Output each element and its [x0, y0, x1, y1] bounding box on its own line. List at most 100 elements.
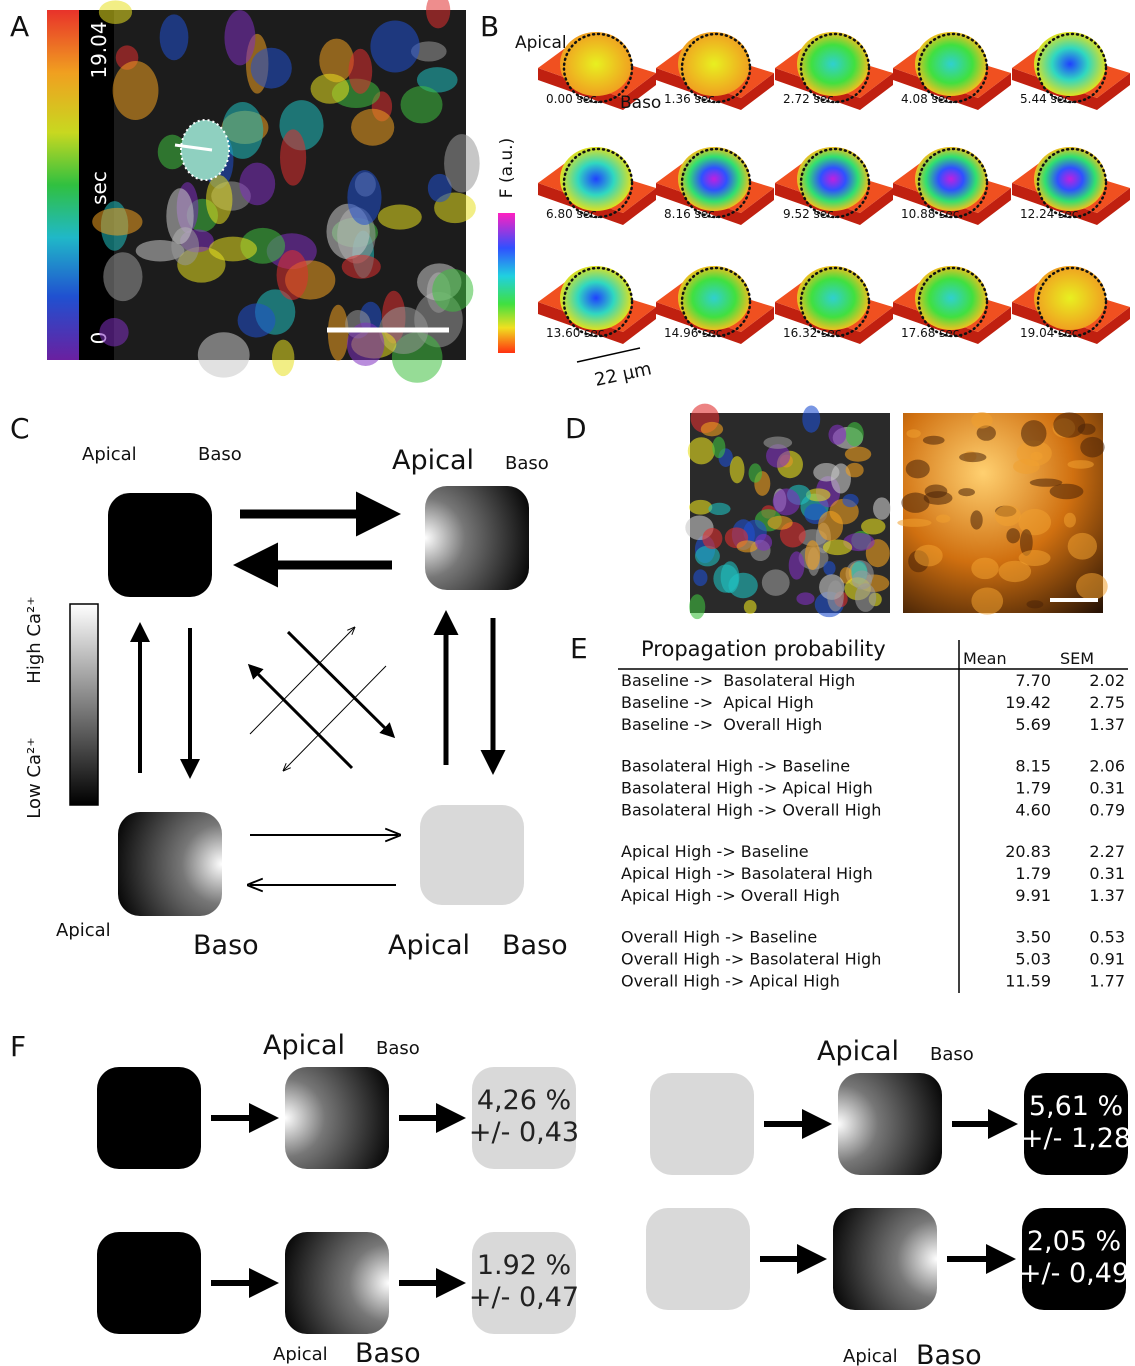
result-error: +/- 1,28	[1021, 1123, 1131, 1154]
sem-cell: 2.06	[1089, 757, 1125, 776]
cell	[688, 437, 715, 464]
cell	[823, 540, 852, 556]
result-value: 1.92 %	[477, 1250, 571, 1281]
apical-label: Apical	[515, 33, 567, 53]
cell	[370, 20, 419, 72]
row-label: Apical High -> Baseline	[621, 842, 809, 861]
state-overall-high	[420, 805, 524, 905]
cell	[1030, 452, 1042, 461]
cell	[813, 463, 839, 481]
arrow	[284, 666, 386, 770]
cell	[239, 163, 275, 206]
baso-label: Baso	[355, 1338, 421, 1366]
sem-cell: 0.79	[1089, 801, 1125, 820]
panel-label: C	[10, 412, 30, 445]
table-body: Baseline -> Basolateral High7.702.02Base…	[621, 671, 1125, 991]
cell	[906, 460, 930, 479]
cell	[823, 561, 835, 575]
cell	[1030, 478, 1063, 486]
cell	[198, 332, 250, 377]
time-label: 0.00 sec.	[546, 92, 601, 106]
intensity-colorbar	[498, 213, 515, 353]
cell	[1064, 513, 1076, 528]
sem-cell: 0.31	[1089, 864, 1125, 883]
high-label: High Ca²⁺	[24, 596, 45, 683]
cell	[925, 484, 948, 498]
panel-label: E	[570, 632, 588, 665]
row-label: Baseline -> Basolateral High	[621, 671, 855, 690]
cell	[99, 0, 132, 24]
cell	[280, 129, 306, 185]
cell	[762, 569, 790, 596]
result-error: +/- 0,47	[469, 1282, 579, 1313]
mean-cell: 7.70	[1015, 671, 1051, 690]
sem-cell: 0.31	[1089, 779, 1125, 798]
state-box	[285, 1232, 389, 1334]
cell	[818, 511, 843, 541]
scale-label: 22 µm	[593, 358, 654, 391]
baso-label: Baso	[916, 1340, 982, 1366]
cell	[347, 170, 381, 225]
cell	[755, 534, 772, 551]
cell	[92, 208, 142, 236]
time-label: 9.52 sec.	[783, 207, 838, 221]
row-label: Basolateral High -> Apical High	[621, 779, 873, 798]
cell	[113, 61, 159, 120]
mean-cell: 5.69	[1015, 715, 1051, 734]
apical-label: Apical	[817, 1036, 899, 1067]
time-label: 4.08 sec.	[901, 92, 956, 106]
cell	[846, 463, 864, 477]
cell	[971, 558, 998, 580]
time-label: 16.32 sec.	[783, 326, 845, 340]
microscopy-image	[685, 404, 890, 620]
apical-label: Apical	[56, 920, 111, 941]
apical-label: Apical	[263, 1030, 345, 1061]
mean-cell: 3.50	[1015, 928, 1051, 947]
cell	[342, 255, 381, 279]
row-label: Apical High -> Basolateral High	[621, 864, 873, 883]
time-label: 5.44 sec.	[1020, 92, 1075, 106]
row-label: Basolateral High -> Baseline	[621, 757, 850, 776]
cell	[730, 456, 745, 483]
row-label: Overall High -> Apical High	[621, 972, 840, 991]
cell	[906, 429, 920, 438]
time-label: 8.16 sec.	[664, 207, 719, 221]
mean-cell: 19.42	[1005, 693, 1051, 712]
cell	[1053, 412, 1085, 437]
cell	[845, 447, 871, 462]
cell	[805, 540, 820, 570]
row-label: Overall High -> Basolateral High	[621, 950, 881, 969]
cell	[861, 519, 885, 535]
baso-label: Baso	[505, 453, 549, 474]
apical-label: Apical	[843, 1346, 898, 1366]
apical-label: Apical	[388, 930, 470, 961]
time-label: 1.36 sec.	[664, 92, 719, 106]
cell	[901, 493, 929, 513]
apical-label: Apical	[82, 444, 137, 465]
scale-bar	[577, 348, 640, 362]
cell	[160, 14, 189, 60]
time-label: 19.04 sec.	[1020, 326, 1082, 340]
cell	[348, 49, 372, 94]
time-label: 12.24 sec.	[1020, 207, 1082, 221]
cell	[796, 592, 814, 605]
panel-label: B	[480, 10, 499, 43]
panel-label: A	[10, 10, 29, 43]
cell	[238, 303, 276, 337]
state-box	[97, 1067, 201, 1169]
mean-cell: 9.91	[1015, 886, 1051, 905]
state-box	[97, 1232, 201, 1334]
cell	[802, 406, 820, 433]
cell	[971, 587, 1003, 614]
baso-label: Baso	[502, 930, 568, 961]
cell	[936, 514, 950, 522]
cell	[914, 545, 942, 567]
mean-cell: 4.60	[1015, 801, 1051, 820]
cell	[224, 10, 255, 65]
cell	[923, 436, 945, 445]
cell	[328, 305, 349, 361]
cell	[971, 412, 993, 428]
cell	[166, 188, 193, 244]
apical-label: Apical	[273, 1344, 328, 1365]
cell	[401, 86, 443, 123]
